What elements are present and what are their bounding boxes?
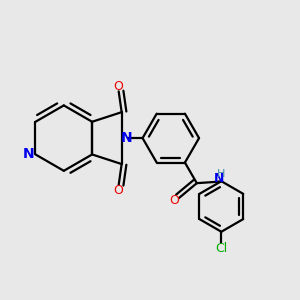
Text: N: N: [214, 172, 224, 185]
Text: H: H: [217, 169, 226, 179]
Text: O: O: [114, 184, 124, 197]
Text: N: N: [23, 148, 35, 161]
Text: O: O: [114, 80, 124, 92]
Text: Cl: Cl: [215, 242, 227, 255]
Text: N: N: [121, 131, 133, 145]
Text: O: O: [169, 194, 179, 208]
